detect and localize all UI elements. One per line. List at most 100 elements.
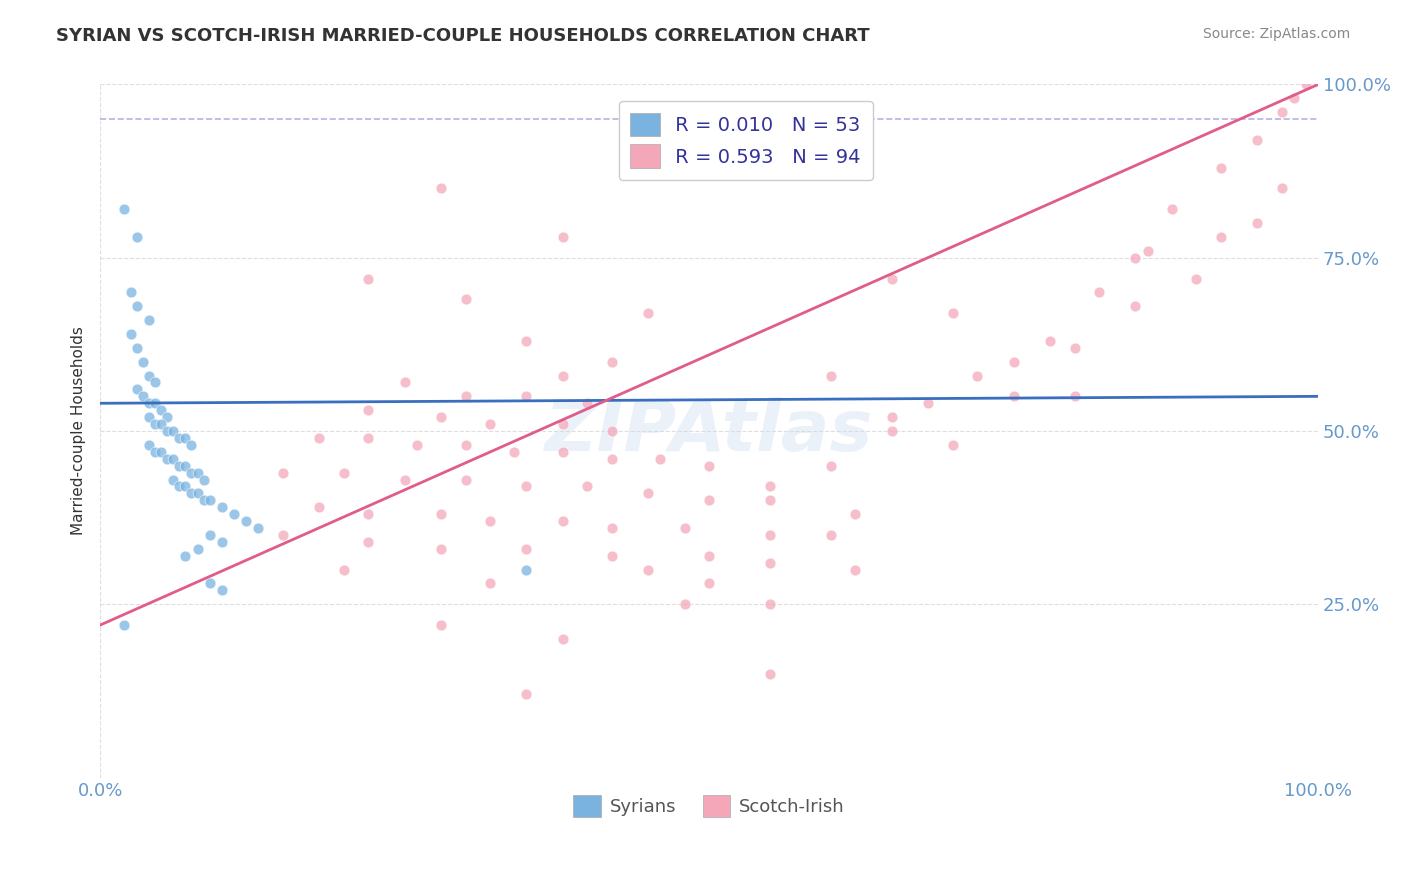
Point: [1063, 389, 1085, 403]
Point: [1125, 299, 1147, 313]
Point: [193, 493, 215, 508]
Point: [515, 687, 537, 701]
Point: [357, 431, 380, 445]
Point: [759, 528, 782, 542]
Point: [162, 451, 184, 466]
Point: [198, 528, 221, 542]
Point: [600, 549, 623, 563]
Point: [551, 444, 574, 458]
Point: [1282, 91, 1305, 105]
Point: [430, 181, 453, 195]
Point: [454, 293, 477, 307]
Point: [1295, 78, 1317, 92]
Point: [357, 403, 380, 417]
Point: [394, 376, 416, 390]
Point: [150, 444, 173, 458]
Text: Source: ZipAtlas.com: Source: ZipAtlas.com: [1202, 27, 1350, 41]
Point: [697, 549, 720, 563]
Point: [180, 466, 202, 480]
Point: [576, 479, 599, 493]
Point: [169, 479, 191, 493]
Point: [120, 326, 142, 341]
Point: [138, 313, 160, 327]
Point: [174, 431, 197, 445]
Point: [1246, 133, 1268, 147]
Point: [966, 368, 988, 383]
Point: [430, 618, 453, 632]
Point: [820, 528, 842, 542]
Point: [405, 438, 427, 452]
Point: [114, 202, 136, 217]
Point: [138, 396, 160, 410]
Point: [637, 306, 659, 320]
Point: [478, 417, 501, 431]
Point: [515, 334, 537, 348]
Point: [430, 507, 453, 521]
Point: [332, 466, 354, 480]
Point: [551, 632, 574, 646]
Legend: Syrians, Scotch-Irish: Syrians, Scotch-Irish: [567, 788, 852, 824]
Point: [174, 479, 197, 493]
Point: [162, 473, 184, 487]
Point: [143, 396, 166, 410]
Point: [125, 341, 148, 355]
Point: [198, 493, 221, 508]
Point: [551, 417, 574, 431]
Point: [162, 424, 184, 438]
Point: [394, 473, 416, 487]
Point: [1088, 285, 1111, 300]
Point: [697, 458, 720, 473]
Point: [759, 597, 782, 611]
Point: [143, 444, 166, 458]
Point: [650, 451, 672, 466]
Point: [150, 403, 173, 417]
Point: [600, 354, 623, 368]
Point: [673, 521, 696, 535]
Point: [880, 271, 903, 285]
Point: [138, 368, 160, 383]
Point: [247, 521, 270, 535]
Point: [880, 424, 903, 438]
Point: [198, 576, 221, 591]
Point: [1136, 244, 1159, 258]
Point: [1125, 251, 1147, 265]
Point: [120, 285, 142, 300]
Point: [357, 535, 380, 549]
Point: [1039, 334, 1062, 348]
Point: [138, 410, 160, 425]
Point: [169, 458, 191, 473]
Point: [430, 541, 453, 556]
Point: [1002, 389, 1025, 403]
Point: [673, 597, 696, 611]
Point: [156, 424, 179, 438]
Point: [454, 438, 477, 452]
Point: [637, 486, 659, 500]
Point: [187, 541, 209, 556]
Point: [187, 466, 209, 480]
Point: [820, 368, 842, 383]
Point: [454, 389, 477, 403]
Point: [880, 410, 903, 425]
Point: [1002, 354, 1025, 368]
Point: [697, 576, 720, 591]
Point: [150, 417, 173, 431]
Point: [211, 500, 233, 515]
Point: [515, 389, 537, 403]
Point: [600, 521, 623, 535]
Point: [600, 451, 623, 466]
Point: [132, 354, 155, 368]
Point: [637, 563, 659, 577]
Point: [1209, 230, 1232, 244]
Point: [308, 500, 330, 515]
Point: [1246, 216, 1268, 230]
Point: [132, 389, 155, 403]
Point: [697, 493, 720, 508]
Point: [551, 368, 574, 383]
Point: [143, 417, 166, 431]
Point: [1271, 105, 1294, 120]
Point: [174, 458, 197, 473]
Point: [211, 535, 233, 549]
Point: [576, 396, 599, 410]
Point: [844, 563, 866, 577]
Point: [759, 493, 782, 508]
